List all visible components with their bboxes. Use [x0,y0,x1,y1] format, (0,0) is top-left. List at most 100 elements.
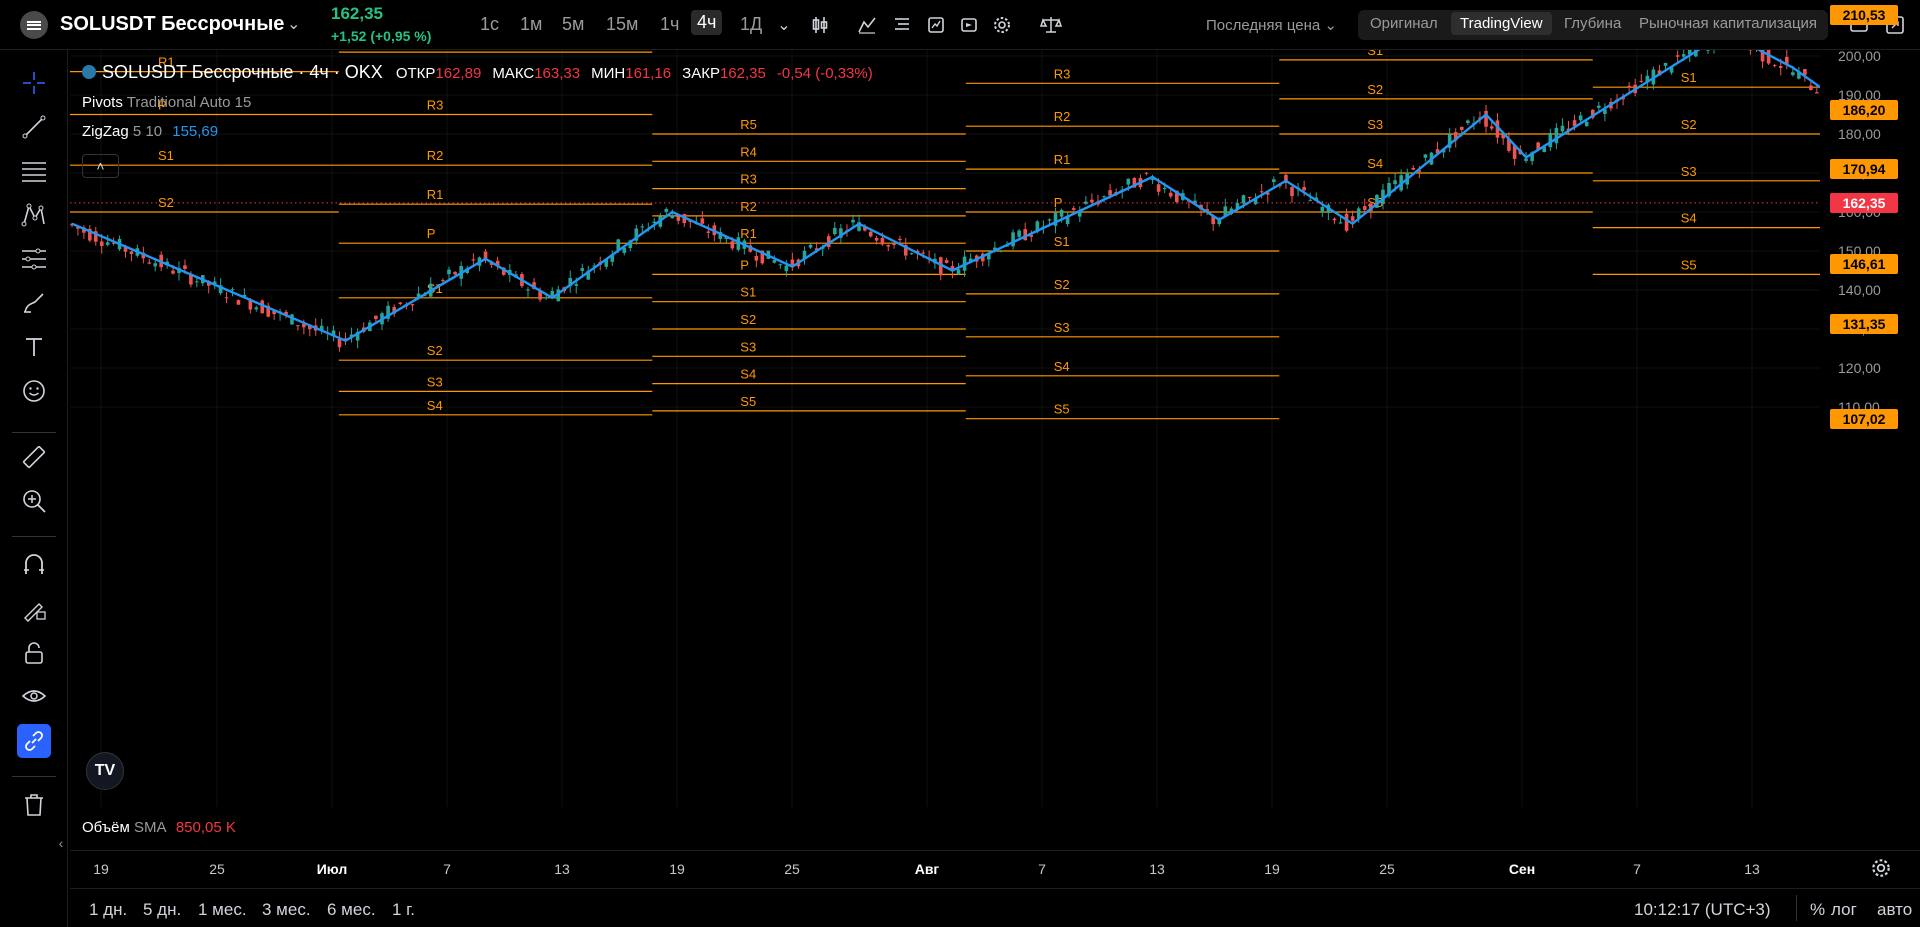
range-3m[interactable]: 3 мес. [262,900,311,919]
candle-body [1375,194,1379,208]
menu-icon[interactable] [20,11,48,39]
candle-body [99,241,104,246]
crosshair-icon[interactable] [17,66,51,100]
candle-body [1308,200,1312,202]
trash-icon[interactable] [17,788,51,822]
price-axis-label: 180,00 [1838,126,1881,142]
log-toggle[interactable]: лог [1831,900,1857,919]
indicators-icon[interactable] [855,13,879,37]
pivot-label: S4 [1367,156,1383,171]
close-value: 162,35 [719,65,766,82]
pivot-label: P [740,257,749,272]
pivots-legend[interactable]: Pivots Traditional Auto 15 [82,94,251,111]
price-axis-label: 140,00 [1838,282,1881,298]
candle-body [580,268,585,271]
range-6m[interactable]: 6 мес. [327,900,376,919]
candle-body [88,228,92,241]
candle-body [1332,218,1337,221]
candle-type-icon[interactable] [808,13,832,37]
chevron-down-icon[interactable]: ⌄ [287,16,301,33]
collapse-legend-button[interactable]: ˄ [82,154,119,178]
ruler-icon[interactable] [17,440,51,474]
pivot-label: R2 [427,148,444,163]
price-type-select[interactable]: Последняя цена ⌄ [1206,16,1337,34]
candle-body [676,216,681,221]
candle-body [308,325,312,330]
range-1d[interactable]: 1 дн. [89,900,128,919]
range-5d[interactable]: 5 дн. [143,900,182,919]
candle-body [1047,219,1052,221]
text-icon[interactable] [17,330,51,364]
time-axis[interactable]: 19 25 Июл 7 13 19 25 Авг 7 13 19 25 Сен … [70,850,1920,885]
time-label: 19 [669,861,685,877]
candle-body [1247,196,1252,198]
magnet-icon[interactable] [17,548,51,582]
lock-drawings-icon[interactable] [17,592,51,626]
range-1y[interactable]: 1 г. [392,900,416,919]
compare-scale-icon[interactable] [1039,13,1063,37]
pivot-label: S5 [1681,257,1697,272]
interval-1h[interactable]: 1ч [660,14,680,34]
interval-4h[interactable]: 4ч [691,10,723,35]
candle-body [760,250,765,264]
legend-symbol[interactable]: SOLUSDT Бессрочные · 4ч · OKX [102,62,383,82]
price-axis[interactable]: 260,00250,00240,00230,00220,00210,00200,… [1820,4,1920,807]
horizontal-lines-icon[interactable] [17,154,51,188]
zoom-in-icon[interactable] [17,484,51,518]
candle-body [1803,68,1807,76]
tradingview-logo[interactable]: TV [86,752,124,790]
clock[interactable]: 10:12:17 (UTC+3) [1634,900,1771,919]
interval-5m[interactable]: 5м [562,14,585,34]
replay-icon[interactable] [957,13,981,37]
templates-icon[interactable] [890,13,914,37]
percent-toggle[interactable]: % [1810,900,1826,919]
emoji-icon[interactable] [17,374,51,408]
candle-body [1084,201,1088,204]
alert-icon[interactable] [924,13,948,37]
price-axis-label: 120,00 [1838,360,1881,376]
candle-body [568,277,573,286]
candle-body [1302,187,1306,191]
eye-icon[interactable] [17,680,51,714]
brush-icon[interactable] [17,286,51,320]
auto-toggle[interactable]: авто [1877,900,1913,919]
candle-body [903,245,908,256]
interval-1s[interactable]: 1с [480,14,500,34]
unlock-icon[interactable] [17,636,51,670]
tab-original[interactable]: Оригинал [1370,15,1438,32]
pivot-label: R4 [740,144,757,159]
range-1m[interactable]: 1 мес. [198,900,247,919]
candle-body [1053,212,1058,226]
candle-body [1211,215,1215,225]
tab-market-cap[interactable]: Рыночная капитализация [1639,15,1818,32]
candle-body [987,253,991,260]
pattern-icon[interactable] [17,198,51,232]
candle-body [410,304,415,306]
price-chart[interactable]: R5R4R3R2R1PS1S2R5R4R3R2R1PS1S2S3S4R5R4R3… [70,50,1820,807]
trend-line-icon[interactable] [17,110,51,144]
link-icon[interactable] [17,724,51,758]
zigzag-legend[interactable]: ZigZag 5 10 155,69 [82,123,218,140]
candle-body [1193,200,1197,205]
candle-body [1760,50,1765,62]
candle-body [544,297,548,299]
fib-icon[interactable] [17,242,51,276]
interval-15m[interactable]: 15м [606,14,639,34]
volume-legend[interactable]: Объём SMA 850,05 K [82,819,236,836]
candle-body [111,242,116,244]
candle-body [999,250,1003,252]
gear-icon[interactable] [990,13,1014,37]
gear-icon[interactable] [1870,857,1894,881]
candle-body [1669,67,1674,73]
symbol-name[interactable]: SOLUSDT Бессрочные [60,13,285,35]
collapse-toolbar-icon[interactable]: ‹ [58,835,64,851]
candle-body [1560,125,1565,132]
interval-1d[interactable]: 1Д [740,14,763,34]
time-label: 13 [1149,861,1165,877]
chevron-down-icon[interactable]: ⌄ [777,17,791,34]
tab-tradingview[interactable]: TradingView [1451,12,1552,35]
price-tag: 170,94 [1830,159,1898,180]
zigzag-params: 5 10 [132,123,163,140]
tab-depth[interactable]: Глубина [1564,15,1622,32]
interval-1m[interactable]: 1м [520,14,543,34]
